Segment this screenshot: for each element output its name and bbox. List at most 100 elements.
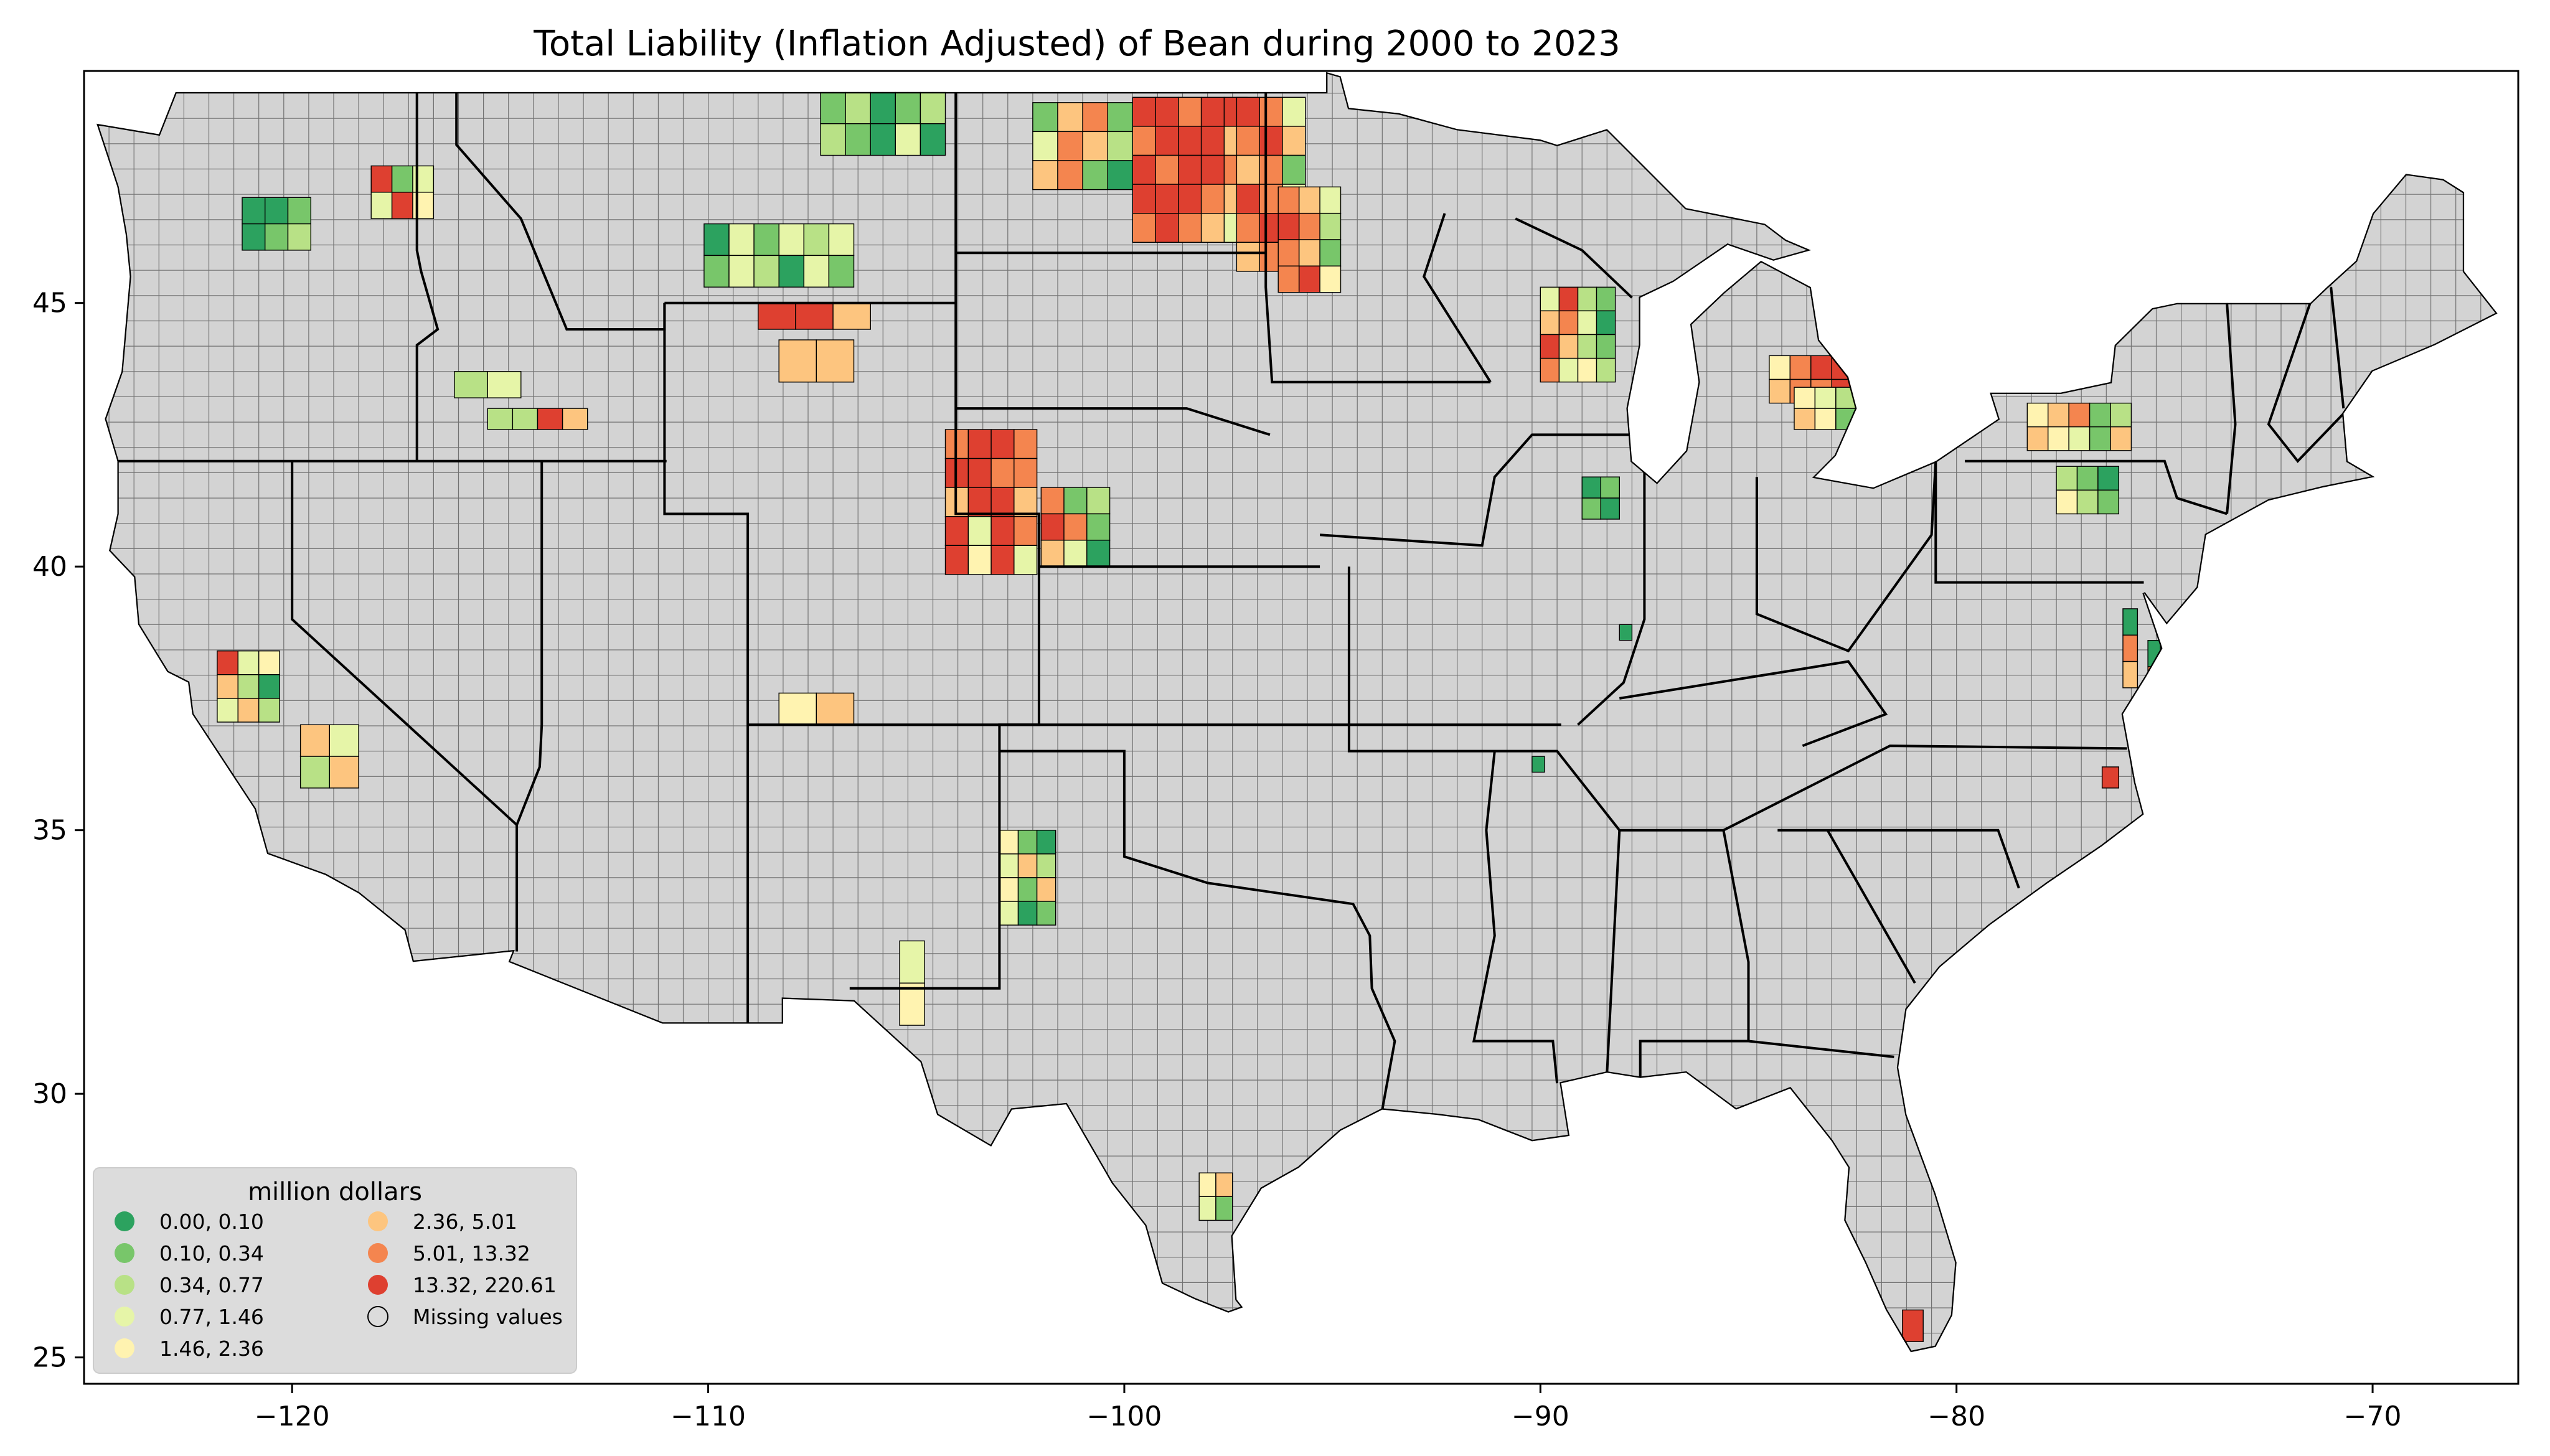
legend-marker — [115, 1338, 134, 1358]
county-polygon — [967, 545, 992, 575]
county-polygon — [1319, 186, 1342, 214]
county-polygon — [537, 408, 563, 430]
county-polygon — [370, 192, 393, 219]
county-polygon — [1540, 357, 1560, 383]
state-border — [1472, 751, 1559, 1084]
county-polygon — [1596, 310, 1616, 336]
county-polygon — [1155, 126, 1179, 156]
county-polygon — [1155, 96, 1179, 127]
county-polygon — [2122, 634, 2138, 662]
county-polygon — [1236, 184, 1260, 214]
county-polygon — [1236, 126, 1260, 156]
county-polygon — [728, 223, 755, 256]
county-polygon — [1200, 213, 1225, 243]
county-polygon — [1063, 540, 1088, 567]
county-polygon — [1794, 408, 1816, 430]
county-polygon — [753, 255, 779, 288]
state-border — [1826, 829, 1916, 984]
county-polygon — [1577, 357, 1597, 383]
county-polygon — [999, 877, 1019, 902]
county-polygon — [1132, 154, 1156, 185]
county-polygon — [1036, 877, 1056, 902]
county-polygon — [1236, 154, 1260, 185]
county-polygon — [1040, 513, 1065, 541]
county-polygon — [1014, 487, 1038, 517]
y-tick-label: 35 — [32, 815, 67, 847]
county-polygon — [1198, 1196, 1216, 1221]
county-polygon — [828, 255, 855, 288]
county-polygon — [1057, 160, 1083, 190]
county-polygon — [990, 516, 1015, 547]
y-tick-label: 45 — [32, 288, 67, 319]
county-polygon — [1581, 476, 1601, 499]
county-polygon — [820, 92, 846, 124]
county-polygon — [1178, 126, 1202, 156]
legend-label: Missing values — [413, 1305, 563, 1329]
legend-label: 13.32, 220.61 — [413, 1273, 557, 1297]
county-polygon — [1086, 540, 1111, 567]
county-polygon — [816, 339, 855, 383]
county-polygon — [967, 458, 992, 488]
county-polygon — [1017, 877, 1038, 902]
county-polygon — [1540, 310, 1560, 336]
county-polygon — [1215, 1172, 1233, 1197]
county-polygon — [990, 545, 1015, 575]
legend-marker — [368, 1211, 388, 1231]
county-polygon — [816, 692, 855, 725]
county-polygon — [944, 545, 969, 575]
county-polygon — [454, 371, 489, 398]
county-polygon — [1155, 154, 1179, 185]
county-polygon — [2068, 426, 2091, 451]
y-axis-ticks: 25 30 35 40 45 — [32, 288, 84, 1374]
state-border — [1777, 829, 2020, 889]
county-polygon — [1319, 213, 1342, 240]
county-polygon — [1277, 239, 1300, 266]
county-polygon — [1810, 355, 1832, 380]
county-polygon — [1298, 265, 1320, 293]
county-polygon — [845, 92, 871, 124]
state-border — [1934, 461, 2144, 584]
county-polygon — [242, 223, 266, 251]
county-polygon — [1596, 357, 1616, 383]
county-polygon — [1814, 387, 1837, 409]
county-polygon — [920, 92, 946, 124]
county-polygon — [1040, 540, 1065, 567]
county-polygon — [329, 724, 359, 757]
state-border — [1264, 92, 1491, 383]
county-polygon — [1540, 286, 1560, 312]
county-polygon — [1014, 516, 1038, 547]
county-polygon — [1319, 265, 1342, 293]
state-border — [1319, 433, 1632, 547]
county-polygon — [1057, 102, 1083, 133]
county-polygon — [1036, 901, 1056, 926]
county-polygon — [1236, 96, 1260, 127]
state-border — [2226, 303, 2237, 514]
county-polygon — [1259, 154, 1283, 185]
county-polygon — [1282, 126, 1306, 156]
county-polygon — [237, 674, 260, 699]
county-polygon — [758, 303, 796, 330]
county-polygon — [703, 223, 730, 256]
legend-label: 2.36, 5.01 — [413, 1209, 517, 1234]
land-layer — [96, 72, 2498, 1353]
county-polygon — [391, 165, 413, 193]
county-polygon — [329, 756, 359, 789]
county-polygon — [1769, 355, 1790, 380]
county-polygon — [990, 429, 1015, 459]
state-border — [1755, 461, 1937, 653]
county-polygon — [487, 408, 514, 430]
state-border — [1965, 459, 2228, 515]
county-polygon — [1596, 286, 1616, 312]
county-polygon — [2089, 402, 2111, 428]
county-polygon — [237, 698, 260, 723]
county-polygon — [1014, 545, 1038, 575]
legend: million dollars 0.00, 0.10 0.10, 0.34 0.34,… — [93, 1167, 577, 1374]
county-polygon — [1577, 334, 1597, 359]
county-polygon — [237, 650, 260, 675]
county-polygon — [299, 756, 331, 789]
county-polygon — [1902, 1309, 1924, 1342]
county-polygon — [258, 650, 280, 675]
county-polygon — [1769, 378, 1790, 404]
county-polygon — [1619, 624, 1633, 641]
